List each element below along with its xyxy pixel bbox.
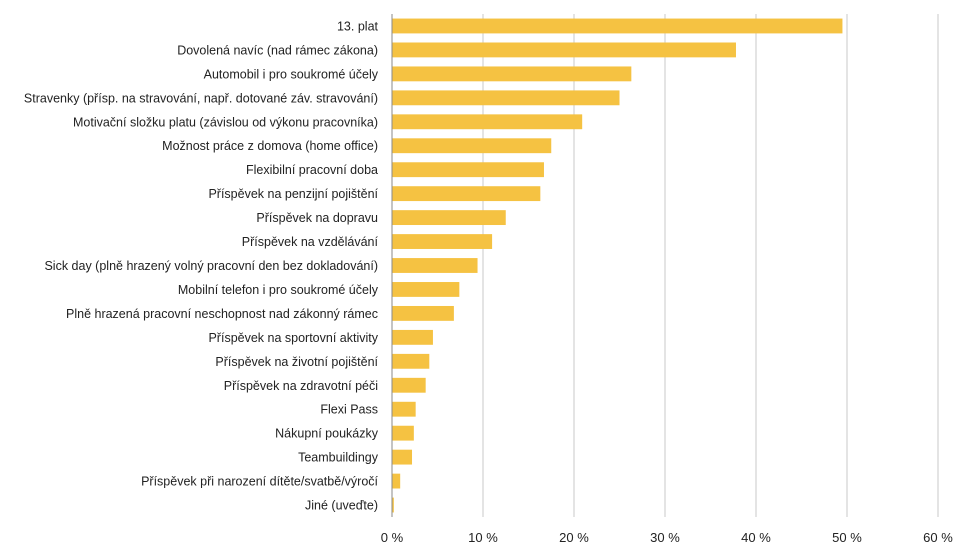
bars <box>392 18 843 513</box>
category-label: Flexibilní pracovní doba <box>246 163 378 177</box>
gridlines <box>482 14 939 517</box>
category-label: Příspěvek na zdravotní péči <box>224 379 378 393</box>
bar <box>392 282 460 297</box>
bar <box>392 377 426 393</box>
category-label: Příspěvek při narození dítěte/svatbě/výr… <box>141 475 378 489</box>
bar <box>392 138 552 154</box>
category-label: Teambuildingy <box>298 451 379 465</box>
category-label: 13. plat <box>337 19 379 33</box>
category-label: Stravenky (přísp. na stravování, např. d… <box>24 91 378 105</box>
category-label: Automobil i pro soukromé účely <box>204 67 379 81</box>
category-label: Flexi Pass <box>320 403 378 417</box>
category-label: Příspěvek na vzdělávání <box>242 235 379 249</box>
bar <box>392 162 544 178</box>
category-label: Plně hrazená pracovní neschopnost nad zá… <box>66 307 378 321</box>
category-label: Příspěvek na penzijní pojištění <box>208 187 378 201</box>
bar <box>392 258 478 273</box>
category-label: Sick day (plně hrazený volný pracovní de… <box>44 259 378 273</box>
bar <box>392 18 843 34</box>
category-label: Nákupní poukázky <box>275 427 379 441</box>
category-label: Příspěvek na sportovní aktivity <box>208 331 378 345</box>
bar <box>392 425 414 441</box>
bar <box>392 473 401 489</box>
x-tick-label: 0 % <box>381 530 404 545</box>
bar <box>392 186 541 202</box>
x-tick-label: 20 % <box>559 530 589 545</box>
x-tick-label: 10 % <box>468 530 498 545</box>
category-label: Možnost práce z domova (home office) <box>162 139 378 153</box>
x-tick-label: 40 % <box>741 530 771 545</box>
category-label: Příspěvek na životní pojištění <box>215 355 378 369</box>
category-label: Jiné (uveďte) <box>305 499 378 513</box>
category-label: Příspěvek na dopravu <box>256 211 378 225</box>
category-label: Motivační složku platu (závislou od výko… <box>73 115 378 129</box>
bar <box>392 210 506 226</box>
bar <box>392 449 413 465</box>
bar <box>392 42 736 58</box>
x-tick-label: 30 % <box>650 530 680 545</box>
category-label: Dovolená navíc (nad rámec zákona) <box>177 43 378 57</box>
bar <box>392 114 583 130</box>
x-tick-labels: 0 % 10 % 20 % 30 % 40 % 50 % 60 % <box>381 530 953 545</box>
bar <box>392 329 433 345</box>
x-tick-label: 50 % <box>832 530 862 545</box>
bar <box>392 497 394 513</box>
bar <box>392 234 493 249</box>
bar <box>392 401 416 417</box>
category-labels: 13. plat Dovolená navíc (nad rámec zákona… <box>24 19 379 512</box>
bar <box>392 90 620 106</box>
category-label: Mobilní telefon i pro soukromé účely <box>178 283 379 297</box>
bar <box>392 305 454 321</box>
bar <box>392 353 430 369</box>
x-tick-label: 60 % <box>923 530 953 545</box>
bar <box>392 66 632 82</box>
